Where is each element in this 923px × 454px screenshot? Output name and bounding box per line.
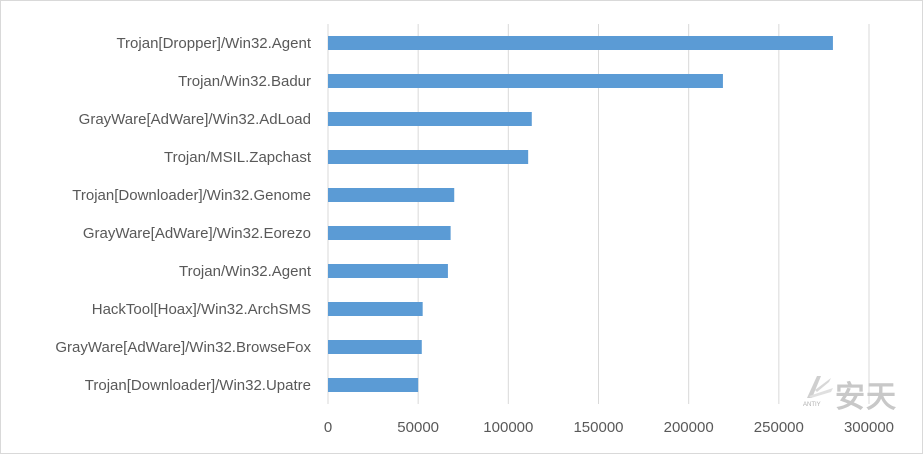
bar (328, 378, 419, 392)
category-labels: Trojan[Dropper]/Win32.Agent Trojan/Win32.… (55, 35, 311, 394)
x-tick-label: 250000 (754, 419, 804, 436)
bar (328, 264, 448, 278)
x-axis-tick-labels: 0 50000 100000 150000 200000 250000 300000 (324, 419, 894, 436)
category-label: GrayWare[AdWare]/Win32.BrowseFox (55, 339, 311, 356)
bar (328, 302, 423, 316)
antiy-logo-icon (807, 376, 833, 398)
category-label: Trojan[Downloader]/Win32.Genome (72, 187, 311, 204)
bar (328, 188, 455, 202)
category-label: Trojan/Win32.Badur (178, 73, 311, 90)
category-label: Trojan/MSIL.Zapchast (164, 149, 312, 166)
category-label: HackTool[Hoax]/Win32.ArchSMS (92, 301, 311, 318)
x-tick-label: 200000 (664, 419, 714, 436)
bar (328, 226, 451, 240)
watermark-text: 安天 (835, 380, 897, 415)
bar (328, 150, 529, 164)
x-tick-label: 300000 (844, 419, 894, 436)
category-label: GrayWare[AdWare]/Win32.Eorezo (83, 225, 311, 242)
antiy-logo: 安天 ANTIY (803, 370, 913, 415)
bars (328, 36, 833, 392)
bar (328, 340, 422, 354)
bar (328, 74, 723, 88)
category-label: Trojan[Downloader]/Win32.Upatre (85, 377, 311, 394)
x-tick-label: 0 (324, 419, 332, 436)
category-label: Trojan/Win32.Agent (179, 263, 312, 280)
category-label: Trojan[Dropper]/Win32.Agent (116, 35, 311, 52)
watermark-small-text: ANTIY (803, 402, 821, 408)
category-label: GrayWare[AdWare]/Win32.AdLoad (79, 111, 311, 128)
x-tick-label: 100000 (483, 419, 533, 436)
bar (328, 36, 833, 50)
x-tick-label: 150000 (573, 419, 623, 436)
x-tick-label: 50000 (397, 419, 439, 436)
bar (328, 112, 532, 126)
